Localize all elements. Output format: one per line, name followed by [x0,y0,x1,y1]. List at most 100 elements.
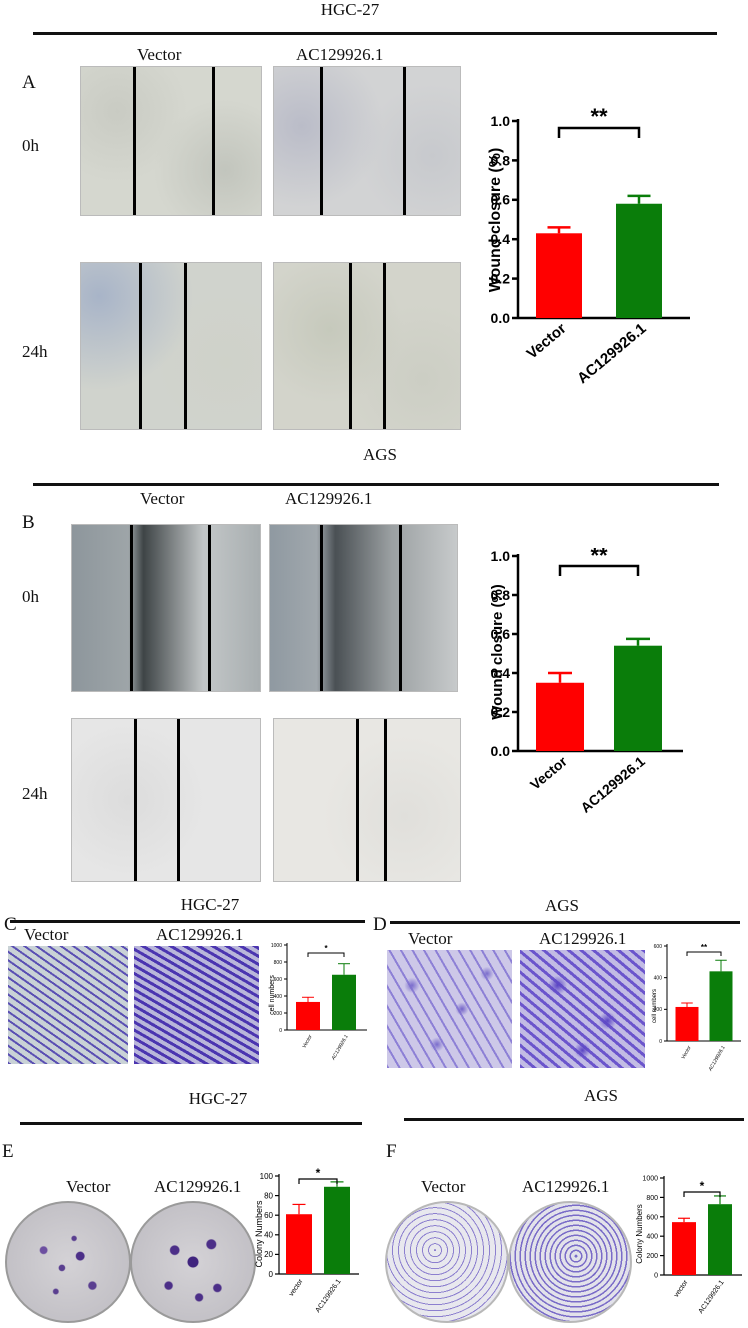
chart-a-y-tick-label: 1.0 [491,113,511,129]
chart-e-y-tick-label: 40 [264,1231,273,1240]
transwell-image-hgc27-ac [134,946,259,1064]
chart-a-bar-ac129926 [616,203,662,318]
chart-c-bar-vector [296,1001,320,1030]
chart-e-significance-label: * [316,1166,321,1180]
colony-dish-ags-vector [385,1201,509,1323]
colony-dish-hgc27-vector [5,1201,131,1323]
transwell-image-ags-vector [387,950,512,1068]
chart-e-y-tick-label: 80 [264,1191,273,1200]
chart-a-ylabel: Wound closure (%) [487,148,504,293]
colony-dish-hgc27-ac [130,1201,256,1323]
chart-c-ylabel: cell numbers [269,975,276,1015]
chart-f: Colony Numbers 0 200 400 600 800 1000 vector AC… [635,1175,742,1315]
chart-a-x-tick-label: AC129926.1 [574,320,649,387]
chart-b-x-tick-label: AC129926.1 [577,753,648,816]
chart-f-x-tick-label: vector [673,1279,690,1299]
scratch-image-hgc27-vector-24h [80,262,262,430]
chart-c-x-tick-label: AC129926.1 [330,1034,350,1062]
chart-d-significance-bracket [686,951,722,956]
chart-c-y-tick-label: 1000 [271,943,282,949]
panel-e-label: E [2,1141,14,1162]
chart-a-significance-bracket [557,126,641,138]
chart-c-bar-ac129926 [332,974,356,1030]
chart-e-ylabel: Colony Numbers [254,1200,264,1268]
panel-b-row-0h: 0h [22,587,39,606]
chart-b-x-tick-label: Vector [527,753,570,793]
chart-f-y-tick-label: 400 [646,1234,658,1241]
chart-c-x-tick-label: Vector [301,1034,313,1050]
panel-f-rule [404,1118,744,1121]
chart-f-x-tick-label: AC129926.1 [698,1279,726,1315]
panel-e-col-vector: Vector [66,1177,111,1196]
chart-b-y-tick-label: 0.4 [491,665,511,681]
panel-b-row-24h: 24h [22,784,48,803]
panel-f-col-vector: Vector [421,1177,466,1196]
chart-c-y-tick-label: 600 [274,977,283,983]
panel-b-col-vector: Vector [140,489,185,508]
chart-b-ylabel: Wound closure (%) [489,584,506,720]
panel-d-label: D [373,914,387,935]
chart-d: cell numbers 0 200 400 600 Vector AC129926.1 *… [652,943,741,1073]
panel-f-col-ac: AC129926.1 [522,1177,610,1196]
panel-e-rule [20,1122,362,1125]
scratch-image-hgc27-ac-24h [273,262,461,430]
chart-a-y-tick-label: 0.2 [491,271,511,287]
panel-e-col-ac: AC129926.1 [154,1177,242,1196]
chart-e-x-tick-label: AC129926.1 [315,1278,343,1314]
chart-c: cell numbers 0 200 400 600 800 1000 Vector AC12… [269,943,367,1062]
chart-d-x-tick-label: Vector [680,1045,692,1061]
chart-d-x-tick-label: AC129926.1 [707,1045,727,1073]
chart-d-bar-ac129926 [709,971,733,1041]
panel-d-col-vector: Vector [408,929,453,948]
panel-d-rule [390,921,740,924]
chart-c-y-tick-label: 0 [279,1028,282,1034]
chart-b-significance-bracket [558,564,640,576]
chart-d-y-tick-label: 200 [654,1007,663,1013]
chart-b: Wound closure (%) 0.0 0.2 0.4 0.6 0.8 1.0 Vect… [489,548,683,816]
chart-e-y-tick-label: 60 [264,1211,273,1220]
chart-f-y-tick-label: 0 [654,1272,658,1279]
panel-d-col-ac: AC129926.1 [539,929,627,948]
chart-b-bar-vector [536,682,584,751]
panel-b-title: AGS [362,445,397,464]
panel-c-title: HGC-27 [180,895,240,914]
panel-c-label: C [4,914,17,935]
chart-d-ylabel: cell numbers [652,989,658,1023]
chart-a-y-tick-label: 0.6 [491,192,511,208]
chart-f-y-tick-label: 200 [646,1253,658,1260]
chart-b-y-tick-label: 0.2 [491,704,511,720]
chart-a-x-tick-label: Vector [524,320,570,363]
panel-a-rule [33,32,717,35]
chart-c-significance-label: * [324,944,328,953]
chart-f-bar-ac129926 [708,1204,732,1275]
transwell-image-ags-ac [520,950,645,1068]
chart-f-y-tick-label: 600 [646,1214,658,1221]
panel-a-label: A [22,72,36,93]
panel-b-col-ac: AC129926.1 [285,489,373,508]
chart-a-bar-vector [536,233,582,318]
chart-b-y-tick-label: 1.0 [491,548,511,564]
chart-d-y-tick-label: 400 [654,975,663,981]
chart-e-significance-bracket [298,1178,338,1184]
chart-a-y-tick-label: 0.8 [491,152,511,168]
panel-e-title: HGC-27 [188,1089,248,1108]
chart-a-y-tick-label: 0.4 [491,231,511,247]
panel-f-label: F [386,1141,397,1162]
scratch-image-hgc27-ac-0h [273,66,461,216]
chart-e-x-tick-label: vector [288,1278,305,1298]
chart-f-significance-label: * [700,1179,705,1193]
chart-c-y-tick-label: 400 [274,994,283,1000]
chart-e-y-tick-label: 0 [269,1270,274,1279]
chart-e-y-tick-label: 20 [264,1250,273,1259]
panel-c-col-vector: Vector [24,925,69,944]
panel-b-label: B [22,512,35,533]
panel-c-col-ac: AC129926.1 [156,925,244,944]
panel-a-col-vector: Vector [137,45,182,64]
chart-b-bar-ac129926 [614,645,662,751]
panel-f-title: AGS [583,1086,618,1105]
panel-a-row-24h: 24h [22,342,48,361]
panel-a-col-ac: AC129926.1 [296,45,384,64]
chart-a-significance-label: ** [590,104,608,129]
panel-a-title: HGC-27 [320,0,380,19]
chart-d-y-tick-label: 600 [654,944,663,950]
